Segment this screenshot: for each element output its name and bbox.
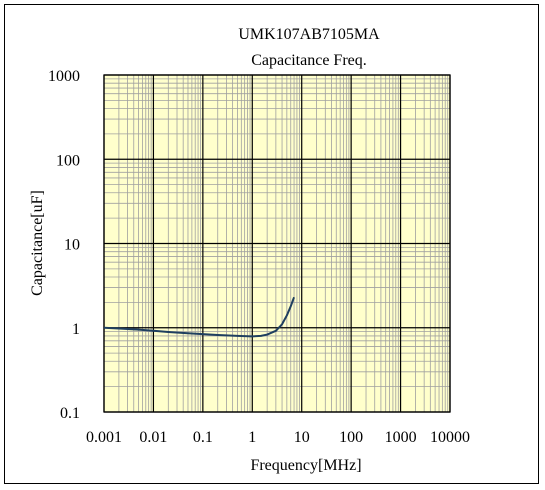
x-tick-label: 10000 [430,429,470,446]
y-tick-label: 0.1 [60,405,80,422]
x-axis-label: Frequency[MHz] [250,457,361,474]
x-tick-label: 100 [339,429,363,446]
chart-title: UMK107AB7105MA [238,26,380,43]
x-tick-label: 0.01 [139,429,167,446]
y-tick-label: 100 [56,152,80,169]
x-tick-label: 10 [294,429,310,446]
y-tick-label: 10 [64,237,80,254]
x-tick-label: 0.001 [86,429,122,446]
x-tick-label: 0.1 [193,429,213,446]
y-axis-label: Capacitance[uF] [29,190,46,296]
x-tick-label: 1000 [385,429,417,446]
y-tick-label: 1 [72,321,80,338]
tick-labels: 0.001 0.01 0.1 1 10 100 1000 10000 0.1 1 10 100 1000 [48,68,470,446]
y-tick-label: 1000 [48,68,80,85]
chart-subtitle: Capacitance Freq. [251,52,367,69]
x-tick-label: 1 [248,429,256,446]
plot-border [103,74,451,413]
series-line [103,296,295,338]
